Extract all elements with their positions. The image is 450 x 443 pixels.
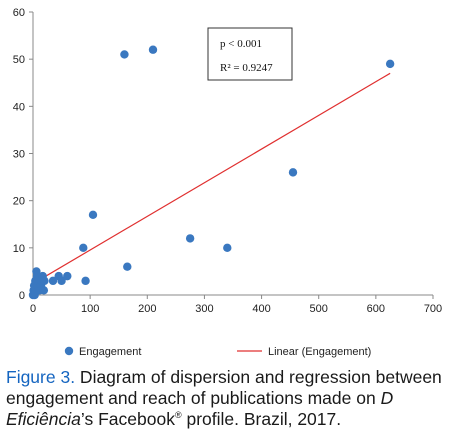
data-point xyxy=(79,243,88,253)
stats-box: p < 0.001 R² = 0.9247 xyxy=(207,27,293,81)
y-tick-label: 60 xyxy=(13,7,25,19)
scatter-points xyxy=(28,45,395,300)
caption-text-3: profile. Brazil, 2017. xyxy=(181,409,342,429)
caption-text-1: Diagram of dispersion and regression bet… xyxy=(6,367,442,408)
data-point xyxy=(223,243,232,253)
legend-label-engagement: Engagement xyxy=(79,346,141,358)
x-tick-label: 500 xyxy=(310,303,328,315)
legend-label-linear: Linear (Engagement) xyxy=(268,346,371,358)
x-tick-label: 400 xyxy=(252,303,270,315)
data-point xyxy=(88,210,98,220)
figure-label: Figure 3. xyxy=(6,367,76,387)
data-point xyxy=(57,276,66,286)
registered-mark: ® xyxy=(174,410,182,421)
data-point xyxy=(288,168,298,177)
data-point xyxy=(81,276,90,286)
r-squared-text: R² = 0.9247 xyxy=(220,62,273,74)
data-point xyxy=(63,271,72,281)
y-tick-label: 50 xyxy=(13,54,25,66)
stats-box-border xyxy=(207,27,293,81)
caption-text-2: ’s Facebook xyxy=(80,409,175,429)
x-tick-label: 700 xyxy=(424,303,442,315)
chart-legend: Engagement Linear (Engagement) xyxy=(64,346,371,358)
p-value-text: p < 0.001 xyxy=(220,38,262,50)
caption-italic-name: D Eficiência xyxy=(6,388,394,429)
data-point xyxy=(39,286,49,295)
data-point xyxy=(40,276,49,286)
trendline xyxy=(32,72,391,285)
y-tick-label: 0 xyxy=(19,290,25,302)
y-tick-label: 20 xyxy=(13,196,25,208)
data-point xyxy=(120,50,129,59)
y-tick-label: 30 xyxy=(13,149,25,161)
data-point xyxy=(385,59,395,69)
data-point xyxy=(48,276,58,286)
data-point xyxy=(148,45,158,54)
legend-marker-engagement xyxy=(64,346,74,356)
x-tick-label: 300 xyxy=(195,303,213,315)
x-tick-label: 0 xyxy=(30,303,36,315)
x-tick-label: 100 xyxy=(81,303,99,315)
figure-caption: Figure 3. Diagram of dispersion and regr… xyxy=(6,367,446,430)
y-tick-label: 40 xyxy=(13,101,25,113)
x-tick-label: 600 xyxy=(367,303,385,315)
data-point xyxy=(185,234,195,243)
y-tick-label: 10 xyxy=(13,243,25,255)
trendline-layer xyxy=(32,72,391,285)
data-point xyxy=(123,262,132,271)
x-tick-label: 200 xyxy=(138,303,156,315)
